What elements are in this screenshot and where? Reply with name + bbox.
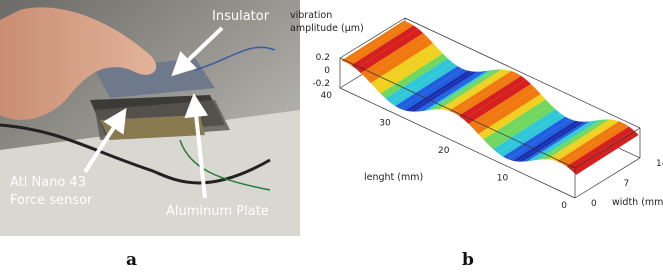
- length-axis-label: lenght (mm): [364, 172, 423, 183]
- panel-letter: b: [462, 250, 474, 270]
- tick-label: 0: [561, 201, 567, 211]
- tick-label: 30: [379, 119, 391, 129]
- width-axis-label: width (mm: [612, 197, 663, 208]
- sensor-label: Ati Nano 43: [10, 175, 86, 190]
- surface-plot: vibration amplitude (µm) lenght (mm) wid…: [290, 10, 663, 211]
- tick-label: 10: [497, 174, 509, 184]
- sensor-label: Force sensor: [10, 193, 93, 208]
- tick-label: 14: [656, 159, 663, 169]
- photo: Insulator Ati Nano 43 Force sensor Alumi…: [0, 0, 300, 236]
- tick-label: 0.2: [316, 53, 330, 63]
- figure: Insulator Ati Nano 43 Force sensor Alumi…: [0, 0, 663, 275]
- tick-label: 7: [624, 179, 630, 189]
- tick-label: 20: [438, 146, 450, 156]
- tick-label: 0: [324, 66, 330, 76]
- z-axis-label: vibration: [290, 10, 332, 21]
- panel-letter: a: [126, 250, 137, 270]
- z-axis-label: amplitude (µm): [290, 23, 364, 34]
- tick-label: -0.2: [312, 79, 330, 89]
- tick-label: 0: [591, 199, 597, 209]
- tick-label: 40: [321, 91, 333, 101]
- plate-label: Aluminum Plate: [166, 204, 269, 219]
- insulator-label: Insulator: [212, 9, 270, 24]
